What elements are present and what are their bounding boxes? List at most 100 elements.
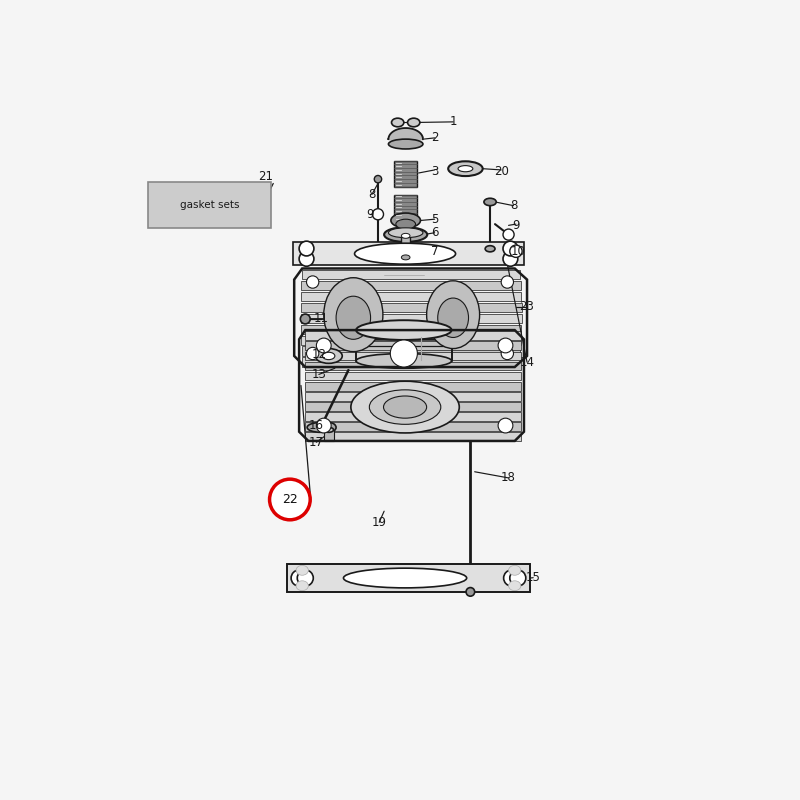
Ellipse shape: [296, 566, 308, 575]
Text: 12: 12: [311, 348, 326, 362]
Bar: [305, 392, 521, 401]
Text: 8: 8: [368, 188, 375, 201]
Bar: [305, 412, 521, 421]
Ellipse shape: [324, 427, 334, 432]
Bar: [305, 351, 521, 360]
Text: 16: 16: [309, 419, 324, 432]
Text: 19: 19: [372, 516, 386, 529]
Bar: [305, 432, 521, 441]
Ellipse shape: [503, 241, 518, 256]
Text: 21: 21: [258, 170, 273, 182]
Ellipse shape: [484, 198, 496, 206]
Ellipse shape: [498, 418, 513, 433]
Bar: [301, 292, 522, 302]
Text: 9: 9: [366, 208, 374, 221]
Circle shape: [270, 479, 310, 520]
Text: 18: 18: [501, 471, 516, 485]
Ellipse shape: [383, 396, 426, 418]
Text: 13: 13: [311, 368, 326, 381]
Ellipse shape: [373, 209, 383, 220]
Bar: [301, 314, 522, 323]
Text: 8: 8: [510, 199, 517, 212]
Text: 7: 7: [431, 245, 438, 258]
Bar: [302, 358, 520, 367]
FancyBboxPatch shape: [148, 182, 271, 229]
Ellipse shape: [374, 251, 382, 258]
Bar: [305, 342, 521, 350]
Text: 15: 15: [526, 571, 541, 584]
Bar: [394, 194, 418, 221]
Text: 10: 10: [510, 245, 526, 258]
Ellipse shape: [356, 354, 451, 368]
Ellipse shape: [510, 245, 522, 258]
Bar: [305, 362, 521, 370]
Ellipse shape: [448, 162, 482, 176]
Ellipse shape: [336, 296, 370, 339]
Text: gasket sets: gasket sets: [180, 200, 239, 210]
Bar: [305, 331, 521, 340]
Ellipse shape: [296, 581, 308, 590]
Ellipse shape: [466, 587, 474, 596]
Ellipse shape: [343, 568, 466, 588]
Ellipse shape: [509, 581, 521, 590]
Ellipse shape: [307, 422, 334, 432]
Ellipse shape: [300, 314, 310, 324]
Ellipse shape: [458, 166, 473, 172]
Bar: [402, 236, 410, 258]
Ellipse shape: [503, 251, 518, 266]
Ellipse shape: [391, 213, 421, 228]
Ellipse shape: [298, 570, 314, 586]
Text: 17: 17: [309, 436, 324, 449]
Ellipse shape: [426, 281, 480, 349]
Text: 11: 11: [313, 313, 328, 326]
Ellipse shape: [322, 422, 336, 432]
Bar: [301, 325, 522, 334]
Text: 1: 1: [450, 115, 457, 128]
Ellipse shape: [509, 566, 521, 575]
Text: 22: 22: [282, 493, 298, 506]
Bar: [301, 335, 521, 345]
Ellipse shape: [306, 347, 319, 360]
Ellipse shape: [370, 390, 441, 424]
Ellipse shape: [322, 352, 335, 360]
Bar: [302, 270, 520, 279]
Text: 20: 20: [494, 165, 509, 178]
Text: 23: 23: [520, 300, 534, 313]
Ellipse shape: [485, 246, 495, 252]
Text: 5: 5: [431, 213, 438, 226]
Bar: [293, 242, 524, 266]
Ellipse shape: [356, 320, 451, 340]
Ellipse shape: [501, 347, 514, 360]
Bar: [301, 281, 521, 290]
Ellipse shape: [498, 338, 513, 353]
Ellipse shape: [504, 570, 520, 586]
Ellipse shape: [315, 349, 342, 363]
Bar: [305, 402, 521, 410]
Ellipse shape: [384, 227, 427, 242]
Bar: [394, 161, 418, 186]
Ellipse shape: [374, 175, 382, 183]
Ellipse shape: [510, 570, 526, 586]
Ellipse shape: [299, 241, 314, 256]
Ellipse shape: [390, 340, 418, 367]
Bar: [286, 564, 530, 592]
Text: 6: 6: [431, 226, 438, 239]
Ellipse shape: [316, 338, 331, 353]
Ellipse shape: [316, 418, 331, 433]
Ellipse shape: [402, 255, 410, 260]
Ellipse shape: [396, 219, 415, 229]
Bar: [305, 382, 521, 390]
Text: 3: 3: [431, 165, 438, 178]
Text: 14: 14: [519, 356, 534, 369]
Text: 9: 9: [512, 219, 520, 232]
Bar: [302, 346, 520, 356]
Ellipse shape: [501, 276, 514, 288]
Text: 2: 2: [431, 131, 438, 144]
Bar: [324, 430, 334, 441]
Bar: [301, 302, 522, 312]
Ellipse shape: [351, 382, 459, 433]
Ellipse shape: [306, 276, 319, 288]
Ellipse shape: [324, 278, 383, 352]
Ellipse shape: [389, 228, 423, 238]
Ellipse shape: [503, 229, 514, 240]
